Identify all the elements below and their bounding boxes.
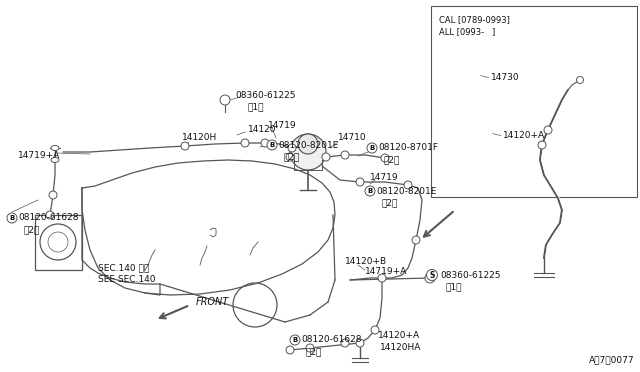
Circle shape [49, 191, 57, 199]
Text: 08120-61628: 08120-61628 [18, 214, 79, 222]
Text: （2）: （2） [383, 155, 399, 164]
Circle shape [298, 134, 318, 154]
Circle shape [426, 269, 438, 280]
Text: S: S [429, 270, 435, 279]
Circle shape [46, 211, 54, 219]
Text: ALL [0993-   ]: ALL [0993- ] [439, 27, 495, 36]
Text: （1）: （1） [248, 103, 264, 112]
Text: 08120-61628: 08120-61628 [301, 336, 362, 344]
Circle shape [261, 139, 269, 147]
Bar [431, 6, 637, 197]
Circle shape [412, 236, 420, 244]
Circle shape [267, 140, 277, 150]
Circle shape [220, 95, 230, 105]
Text: 14120H: 14120H [182, 134, 217, 142]
Circle shape [288, 144, 296, 152]
Text: 14719+A: 14719+A [18, 151, 60, 160]
Circle shape [290, 134, 326, 170]
Circle shape [241, 139, 249, 147]
Text: CAL [0789-0993]: CAL [0789-0993] [439, 15, 509, 24]
Text: 14120: 14120 [248, 125, 276, 135]
Circle shape [356, 339, 364, 347]
Text: 08360-61225: 08360-61225 [440, 270, 500, 279]
Text: 14120+A: 14120+A [503, 131, 545, 140]
Text: FRONT: FRONT [196, 297, 229, 307]
Text: B: B [269, 142, 275, 148]
Circle shape [286, 346, 294, 354]
Text: （2）: （2） [381, 199, 397, 208]
Ellipse shape [51, 157, 59, 163]
Circle shape [381, 154, 389, 162]
Text: 14120+A: 14120+A [378, 330, 420, 340]
Circle shape [378, 274, 386, 282]
Text: （2）: （2） [23, 225, 40, 234]
Text: 14719+A: 14719+A [365, 267, 407, 276]
Circle shape [356, 178, 364, 186]
Circle shape [425, 273, 435, 283]
Circle shape [181, 142, 189, 150]
Circle shape [306, 344, 314, 352]
Text: 08360-61225: 08360-61225 [235, 90, 296, 99]
Text: （2）: （2） [283, 153, 300, 161]
Text: 14719: 14719 [268, 121, 296, 129]
Text: 14120HA: 14120HA [380, 343, 421, 353]
Text: 14120+B: 14120+B [345, 257, 387, 266]
Circle shape [341, 151, 349, 159]
Text: 08120-8201E: 08120-8201E [376, 186, 436, 196]
Circle shape [286, 153, 294, 161]
Circle shape [7, 213, 17, 223]
Circle shape [538, 141, 546, 149]
Circle shape [577, 77, 584, 83]
Text: SEE SEC.140: SEE SEC.140 [98, 276, 156, 285]
Circle shape [404, 181, 412, 189]
Ellipse shape [51, 145, 59, 151]
Text: （1）: （1） [445, 282, 461, 292]
Text: A・7：0077: A・7：0077 [589, 355, 635, 364]
Text: （2）: （2） [306, 347, 323, 356]
Circle shape [367, 143, 377, 153]
Circle shape [371, 326, 379, 334]
Text: B: B [367, 188, 372, 194]
Text: 08120-8701F: 08120-8701F [378, 144, 438, 153]
Text: B: B [10, 215, 15, 221]
Text: 14730: 14730 [491, 73, 519, 82]
Text: SEC.140 参照: SEC.140 参照 [98, 263, 149, 273]
Circle shape [365, 186, 375, 196]
Text: B: B [292, 337, 298, 343]
Circle shape [341, 339, 349, 347]
Text: 14710: 14710 [338, 134, 367, 142]
Circle shape [322, 153, 330, 161]
Circle shape [544, 126, 552, 134]
Text: B: B [369, 145, 374, 151]
Circle shape [290, 335, 300, 345]
Text: 08120-8201E: 08120-8201E [278, 141, 339, 150]
Text: 14719: 14719 [370, 173, 399, 183]
